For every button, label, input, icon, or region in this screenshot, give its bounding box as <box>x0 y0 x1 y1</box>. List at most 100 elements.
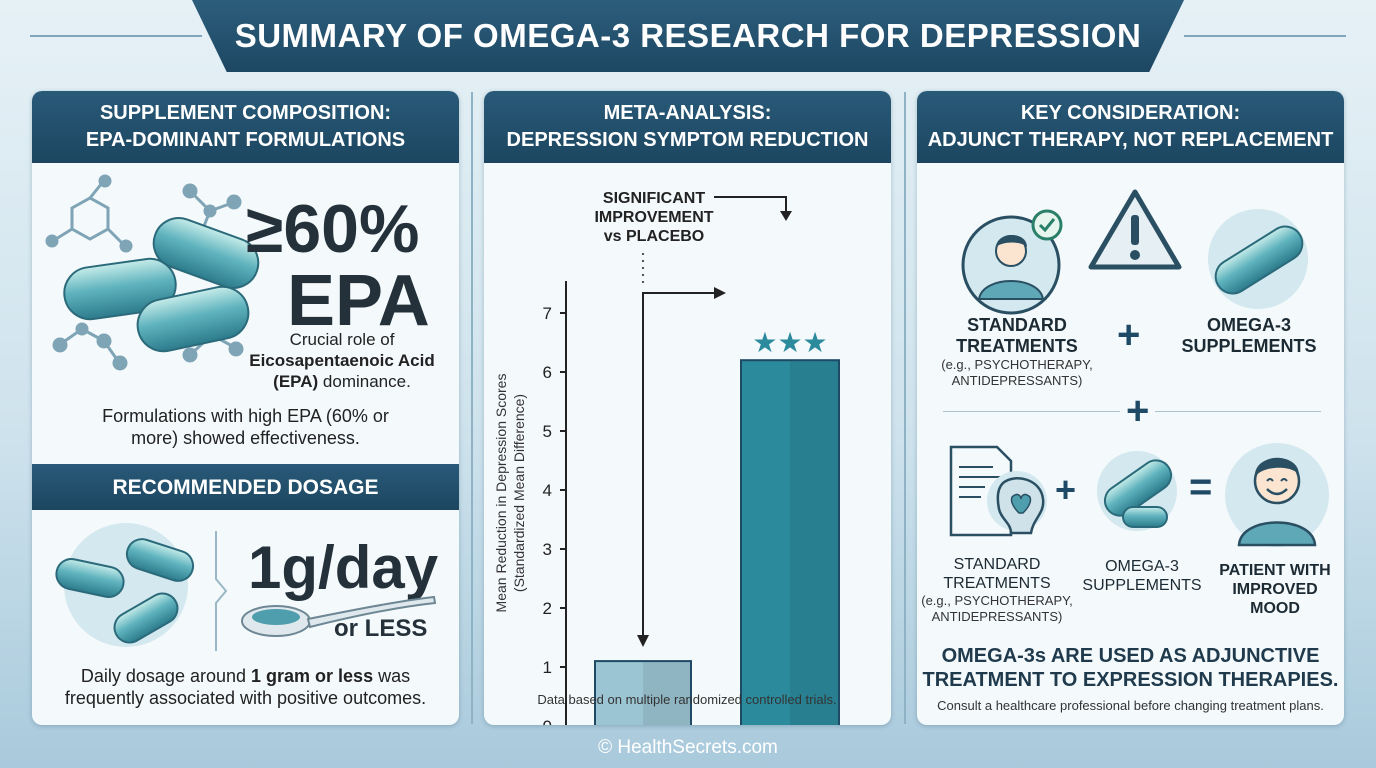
disclaimer-text: Consult a healthcare professional before… <box>937 698 1324 713</box>
std-treatments-title2: TREATMENTS <box>956 336 1078 356</box>
epa-effect-line1: Formulations with high EPA (60% or <box>102 406 389 426</box>
panel3-header-line2: ADJUNCT THERAPY, NOT REPLACEMENT <box>927 129 1334 151</box>
chart-y-label: Mean Reduction in Depression Scores (Sta… <box>493 374 527 613</box>
omega3-label2: SUPPLEMENTS <box>1181 336 1317 356</box>
dosage-text: Daily dosage around 1 gram or less was f… <box>32 665 459 709</box>
panel2-header: META-ANALYSIS: DEPRESSION SYMPTOM REDUCT… <box>484 91 891 163</box>
omega3-capsule-icon-small <box>1097 451 1177 531</box>
dosage-line1-pre: Daily dosage around <box>80 666 252 686</box>
omega3-label1: OMEGA-3 <box>1206 315 1291 335</box>
symptom-reduction-chart: Mean Reduction in Depression Scores (Sta… <box>493 190 840 725</box>
std2-title2: TREATMENTS <box>943 575 1051 592</box>
chevron-right-icon <box>215 531 228 651</box>
bar-omega-3 <box>740 359 840 725</box>
dose-qualifier: or LESS <box>334 615 428 642</box>
std-treatments-sub2: ANTIDEPRESSANTS) <box>951 373 1083 388</box>
dosage-line1-post: was <box>373 666 411 686</box>
clinician-check-icon <box>961 209 1063 315</box>
plus-sign-1: + <box>1117 313 1141 357</box>
std-treatments-label: STANDARD TREATMENTS (e.g., PSYCHOTHERAPY… <box>917 315 1117 389</box>
patient-label1: PATIENT WITH <box>1219 562 1331 579</box>
panel-divider-right <box>904 92 906 724</box>
happy-patient-icon <box>1225 443 1329 547</box>
dosage-line1-bold: 1 gram or less <box>251 666 374 686</box>
std2-sub2: ANTIDEPRESSANTS) <box>931 609 1063 624</box>
panel3-header-line1: KEY CONSIDERATION: <box>1020 102 1241 124</box>
panel-key-consideration: KEY CONSIDERATION: ADJUNCT THERAPY, NOT … <box>917 91 1344 725</box>
chart-y-label-line2: (Standardized Mean Difference) <box>511 394 527 592</box>
y-tick-label: 4 <box>543 481 552 500</box>
capsule-icon <box>63 217 260 353</box>
epa-capsules-illustration <box>45 174 260 371</box>
plus-sign-2: + <box>1055 469 1077 510</box>
patient-improved-label: PATIENT WITH IMPROVED MOOD <box>1205 561 1344 618</box>
dosage-capsules-illustration <box>55 523 195 647</box>
omega2-label2: SUPPLEMENTS <box>1082 577 1202 594</box>
spoon-icon <box>241 595 437 637</box>
y-tick-label: 1 <box>543 658 552 677</box>
footer-credit: © HealthSecrets.com <box>598 737 778 758</box>
dosage-line1: Daily dosage around 1 gram or less was <box>32 665 459 687</box>
equals-sign: = <box>1189 465 1213 509</box>
epa-role-text: Crucial role of Eicosapentaenoic Acid (E… <box>232 329 452 392</box>
y-tick-label: 6 <box>543 363 552 382</box>
omega3-supplements-label-2: OMEGA-3 SUPPLEMENTS <box>1067 557 1217 595</box>
panel1-header-line1: SUPPLEMENT COMPOSITION: <box>99 102 392 124</box>
epa-role-bold: (EPA) <box>273 372 319 391</box>
dosage-line2: frequently associated with positive outc… <box>64 688 427 708</box>
panel-meta-analysis: META-ANALYSIS: DEPRESSION SYMPTOM REDUCT… <box>484 91 891 725</box>
panel-divider-left <box>471 92 473 724</box>
chart-annotation-line1: SIGNIFICANT <box>603 190 705 207</box>
epa-effect-line2: more) showed effectiveness. <box>131 428 360 448</box>
warning-icon <box>1088 189 1182 270</box>
std-treatments-sub1: (e.g., PSYCHOTHERAPY, <box>941 357 1093 372</box>
patient-label2: IMPROVED <box>1232 581 1318 598</box>
bar-shading <box>790 361 838 725</box>
y-tick-label: 5 <box>543 422 552 441</box>
banner-rule-left <box>30 35 202 37</box>
significance-stars: ★★★ <box>752 326 827 359</box>
std-treatments-label-2: STANDARD TREATMENTS (e.g., PSYCHOTHERAPY… <box>917 555 1077 625</box>
std-treatments-title1: STANDARD <box>967 315 1067 335</box>
conclusion-line1: OMEGA-3s ARE USED AS ADJUNCTIVE <box>941 645 1320 667</box>
chart-annotation-line2: IMPROVEMENT <box>594 209 713 226</box>
std2-title1: STANDARD <box>953 556 1041 573</box>
bar-shading <box>643 662 690 725</box>
epa-label: EPA <box>287 261 430 341</box>
y-tick-label: 3 <box>543 540 552 559</box>
annotation-arrow-top <box>714 196 787 213</box>
omega3-supplements-label: OMEGA-3 SUPPLEMENTS <box>1169 315 1329 357</box>
epa-effect-text: Formulations with high EPA (60% or more)… <box>32 405 459 449</box>
panel1-header: SUPPLEMENT COMPOSITION: EPA-DOMINANT FOR… <box>32 91 459 163</box>
adjunct-conclusion: OMEGA-3s ARE USED AS ADJUNCTIVE TREATMEN… <box>917 644 1344 692</box>
patient-label3: MOOD <box>1250 600 1300 617</box>
chart-annotation-line3: vs PLACEBO <box>604 228 704 245</box>
panel-supplement-composition: SUPPLEMENT COMPOSITION: EPA-DOMINANT FOR… <box>32 91 459 725</box>
chart-footnote: Data based on multiple randomized contro… <box>537 692 836 707</box>
panel1-header-line2: EPA-DOMINANT FORMULATIONS <box>85 129 406 151</box>
std2-sub1: (e.g., PSYCHOTHERAPY, <box>921 593 1073 608</box>
bar-placebo <box>594 660 692 725</box>
epa-role-line2: Eicosapentaenoic Acid <box>249 351 435 370</box>
plus-sign-center: + <box>1120 389 1156 433</box>
document-brain-icon <box>949 445 1047 537</box>
page-title: SUMMARY OF OMEGA-3 RESEARCH FOR DEPRESSI… <box>234 17 1142 54</box>
y-tick-label: 2 <box>543 599 552 618</box>
omega2-label1: OMEGA-3 <box>1105 558 1179 575</box>
epa-percentage: ≥60% <box>246 191 420 267</box>
title-banner: SUMMARY OF OMEGA-3 RESEARCH FOR DEPRESSI… <box>192 0 1184 72</box>
conclusion-line2: TREATMENT TO EXPRESSION THERAPIES. <box>922 669 1339 691</box>
epa-role-line1: Crucial role of <box>289 330 395 349</box>
chart-y-label-line1: Mean Reduction in Depression Scores <box>493 374 509 613</box>
panel2-header-line1: META-ANALYSIS: <box>603 102 772 124</box>
omega3-capsule-icon <box>1208 209 1308 309</box>
y-tick-label: 0 <box>543 717 552 725</box>
epa-role-line3: (EPA) dominance. <box>232 371 452 392</box>
comparison-arrow <box>642 292 718 639</box>
dosage-header: RECOMMENDED DOSAGE <box>32 464 459 510</box>
banner-rule-right <box>1184 35 1346 37</box>
y-tick-label: 7 <box>543 304 552 323</box>
dose-value: 1g/day <box>248 534 439 601</box>
panel3-header: KEY CONSIDERATION: ADJUNCT THERAPY, NOT … <box>917 91 1344 163</box>
epa-role-rest: dominance. <box>318 372 411 391</box>
